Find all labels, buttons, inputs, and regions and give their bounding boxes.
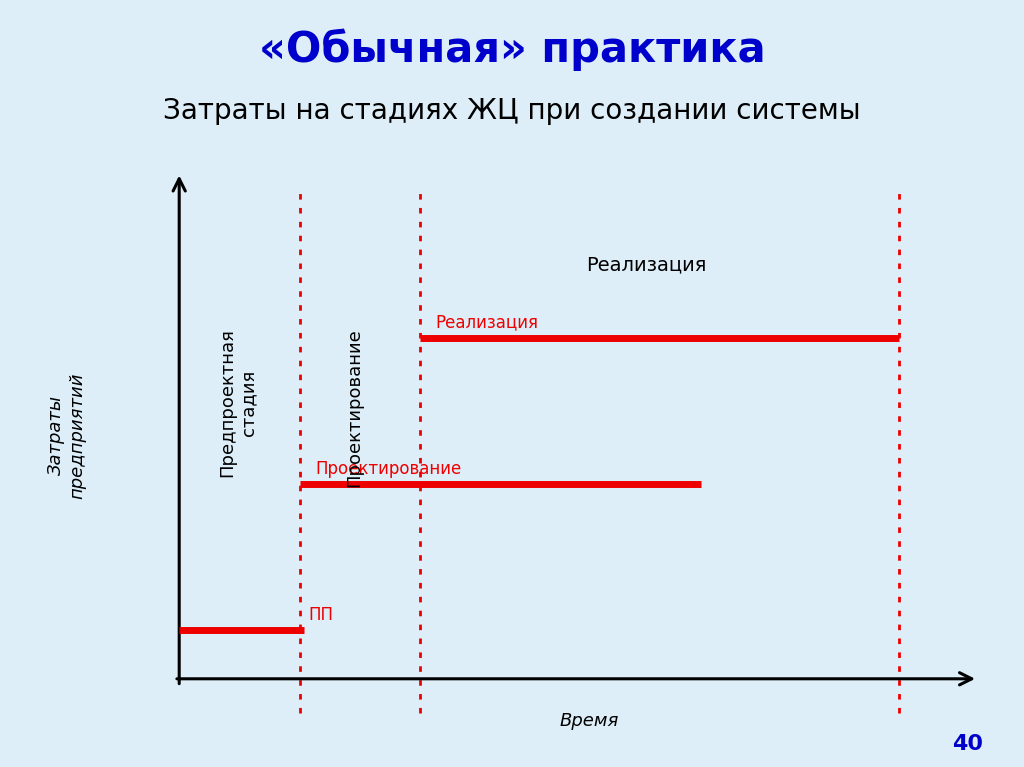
Text: Реализация: Реализация [436, 314, 539, 331]
Text: «Обычная» практика: «Обычная» практика [259, 28, 765, 71]
Text: Затраты
предприятий: Затраты предприятий [47, 372, 86, 499]
Text: Проектирование: Проектирование [315, 460, 462, 478]
Text: Проектирование: Проектирование [345, 328, 364, 487]
Text: 40: 40 [952, 734, 983, 754]
Text: Предпроектная
стадия: Предпроектная стадия [218, 328, 257, 477]
Text: ПП: ПП [309, 606, 334, 624]
Text: Время: Время [559, 712, 618, 730]
Text: Реализация: Реализация [586, 255, 707, 274]
Text: Затраты на стадиях ЖЦ при создании системы: Затраты на стадиях ЖЦ при создании систе… [163, 97, 861, 125]
